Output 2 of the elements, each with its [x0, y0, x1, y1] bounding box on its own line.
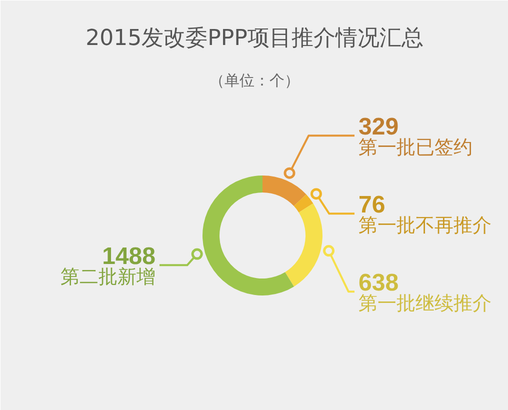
chart-title: 2015发改委PPP项目推介情况汇总: [86, 26, 424, 51]
chart-subtitle: （单位：个）: [210, 72, 300, 90]
